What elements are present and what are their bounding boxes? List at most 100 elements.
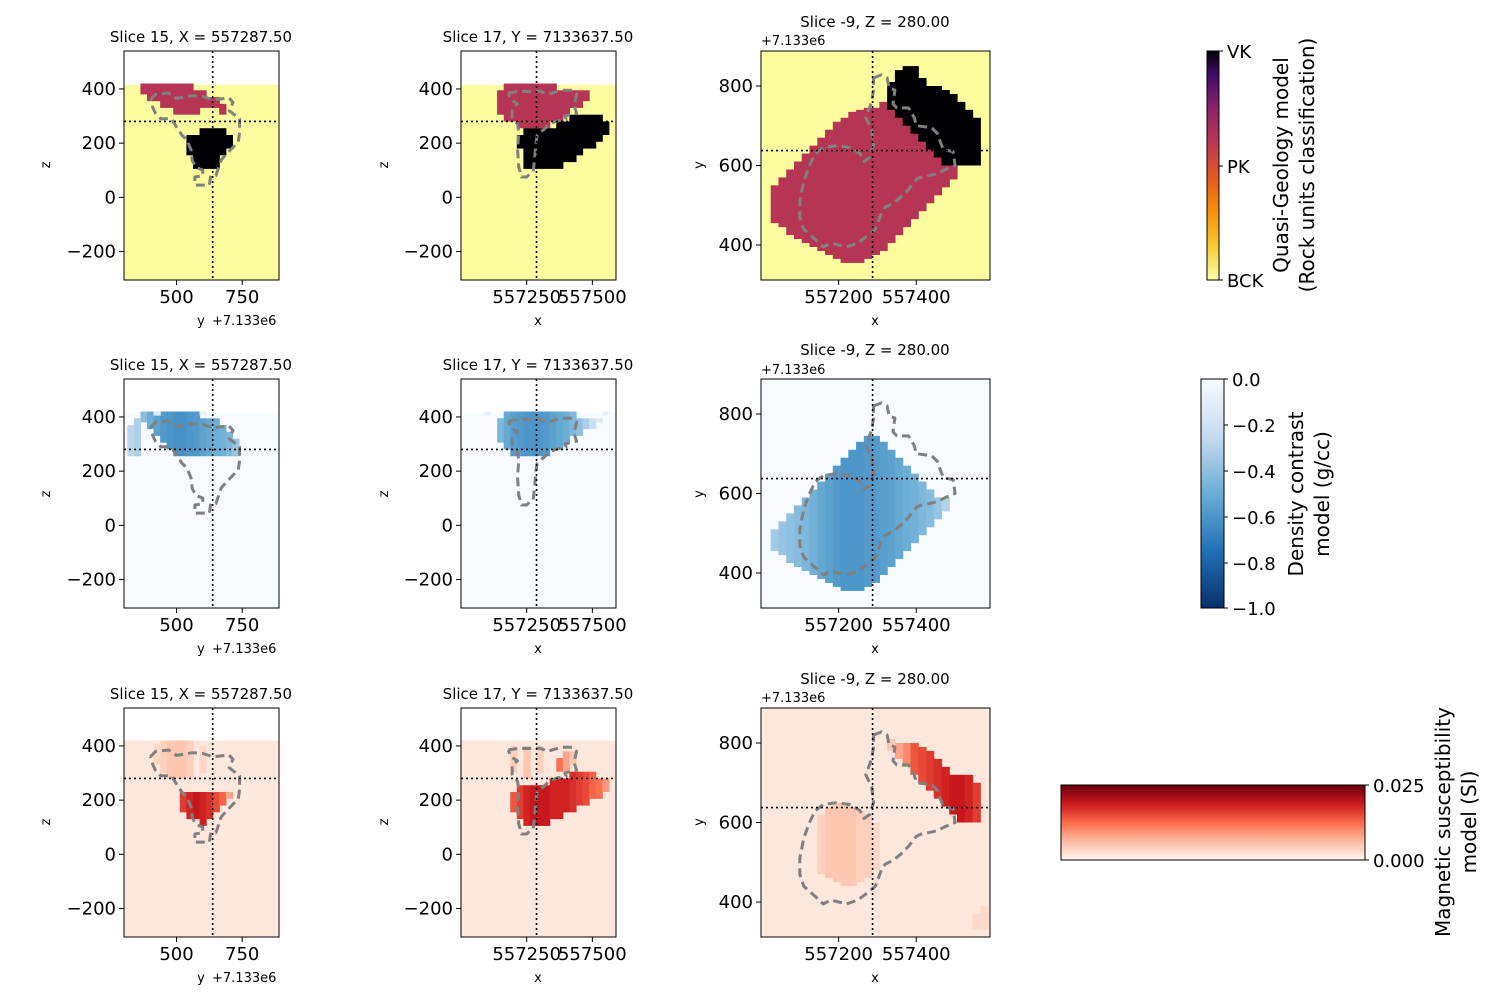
outline-contour [798, 73, 957, 249]
heatmap-cell [179, 83, 187, 115]
heatmap-cells [761, 51, 990, 280]
heatmap-cell [549, 83, 557, 122]
heatmap-cell [569, 411, 577, 436]
heatmap-cell [556, 90, 564, 122]
tick-layer: 557200 557400 400 600 800 [719, 76, 951, 308]
heatmap-cell [192, 135, 201, 169]
plot-area [760, 50, 991, 281]
panel-susceptibility-xy: Slice -9, Z = 280.00 +7.133e6 y x 557200… [692, 670, 991, 986]
heatmap-cell [964, 774, 974, 823]
heatmap-cell [817, 481, 826, 579]
heatmap-cell [510, 411, 518, 457]
axis-offset-label: +7.133e6 [761, 691, 825, 706]
heatmap-cell [910, 742, 919, 775]
colorbar-tick-label: BCK [1227, 271, 1265, 292]
heatmap-cell [582, 114, 590, 149]
heatmap-cell [186, 740, 194, 779]
heatmap-cell [582, 771, 590, 806]
colorbar-tick-label: −0.4 [1232, 462, 1276, 483]
heatmap-cell [225, 431, 233, 457]
y-tick-label: 400 [82, 79, 116, 100]
heatmap-cell [778, 521, 787, 556]
heatmap-cell [902, 465, 912, 552]
heatmap-cells [761, 379, 990, 608]
heatmap-cells [461, 411, 616, 608]
plot-area [123, 707, 280, 938]
background-region [124, 740, 279, 937]
heatmap-cell [529, 785, 538, 826]
colorbar-label: model (SI) [1457, 771, 1481, 874]
heatmap-cell [964, 109, 974, 166]
heatmap-cell [529, 411, 538, 457]
contour-layer [506, 416, 579, 507]
contour-layer [148, 91, 242, 187]
heatmap-cell [863, 107, 873, 259]
x-tick-label: 557500 [558, 944, 627, 965]
heatmap-cell [817, 814, 826, 875]
heatmap-cell [192, 411, 201, 457]
heatmap-cell [980, 905, 989, 930]
crosshair-layer [761, 708, 990, 937]
heatmap-cell [516, 411, 524, 457]
heatmap-cell [863, 814, 873, 879]
axis-offset-label: +7.133e6 [761, 34, 825, 49]
crosshair-layer [461, 708, 616, 937]
outline-contour [798, 730, 957, 906]
heatmap-cell [127, 425, 135, 457]
panel-geology-xz: Slice 17, Y = 7133637.50 z x 55725055750… [377, 28, 633, 329]
heatmap-cell [941, 497, 950, 512]
heatmap-cell [871, 107, 880, 255]
heatmap-cell [887, 739, 896, 751]
heatmap-cell [595, 778, 603, 799]
heatmap-cell [832, 465, 842, 587]
y-tick-label: 800 [719, 733, 753, 754]
contour-layer [506, 745, 579, 836]
y-axis-label: z [39, 161, 54, 168]
axis-offset-label: +7.133e6 [212, 971, 276, 986]
axis-offset-label: +7.133e6 [761, 363, 825, 378]
colorbar-tick-label: −1.0 [1232, 599, 1276, 620]
tick-layer: 500 750 −200 0 200 400 [67, 407, 260, 636]
heatmap-cell [856, 109, 865, 263]
heatmap-cell [562, 751, 570, 772]
heatmap-cell [770, 185, 780, 224]
colorbar-tick-label: −0.2 [1232, 416, 1276, 437]
heatmap-cell [602, 411, 610, 416]
heatmap-cell [160, 411, 168, 443]
y-tick-label: 0 [105, 187, 116, 208]
panel-title: Slice -9, Z = 280.00 [800, 13, 949, 31]
crosshair-layer [124, 379, 279, 608]
x-tick-label: 557250 [492, 944, 561, 965]
heatmap-cell [225, 135, 233, 149]
heatmap-cell [536, 83, 544, 129]
colorbar-tick-label: 0.000 [1373, 851, 1425, 872]
heatmap-cell [933, 85, 943, 158]
heatmap-cell [219, 425, 227, 457]
y-tick-label: 800 [719, 76, 753, 97]
heatmap-cell [879, 101, 888, 251]
heatmap-cell [199, 792, 207, 826]
tick-layer: 500 750 −200 0 200 400 [67, 79, 260, 308]
heatmap-cell [562, 411, 570, 443]
heatmap-cell [575, 418, 584, 436]
heatmap-cell [925, 489, 935, 528]
heatmap-cell [856, 810, 865, 883]
x-tick-label: 557500 [558, 287, 627, 308]
x-tick-label: 500 [159, 615, 193, 636]
panel-title: Slice 15, X = 557287.50 [110, 685, 292, 703]
heatmap-cell [199, 745, 207, 774]
heatmap-cell [206, 792, 214, 820]
y-tick-label: 400 [419, 407, 453, 428]
heatmap-cell [589, 114, 597, 149]
colorbar-label: (Rock units classification) [1295, 38, 1319, 293]
plot-area [123, 378, 280, 609]
y-axis-label: y [692, 490, 707, 498]
heatmap-cell [972, 782, 981, 823]
tick-layer: 557200 557400 400 600 800 [719, 733, 951, 965]
panel-title: Slice 17, Y = 7133637.50 [443, 356, 634, 374]
heatmap-cell [848, 111, 857, 263]
y-axis-label: z [377, 490, 392, 497]
